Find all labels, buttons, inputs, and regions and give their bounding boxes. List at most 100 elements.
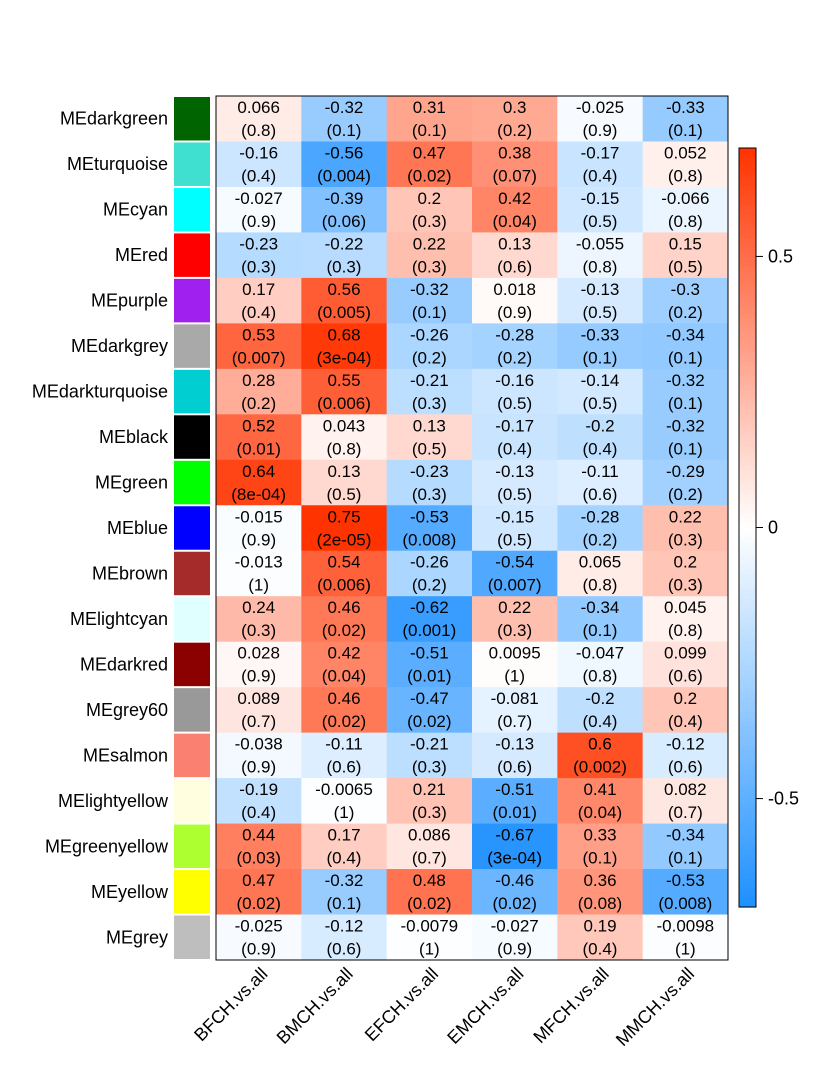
colorbar-segment — [739, 617, 756, 623]
heatmap-cell — [642, 323, 729, 370]
module-swatch-MEcyan — [174, 187, 210, 232]
heatmap-cell — [386, 550, 473, 597]
cell-correlation-label: 0.22 — [669, 507, 702, 526]
heatmap-cell — [557, 277, 644, 324]
cell-correlation-label: -0.12 — [666, 735, 705, 754]
cell-pvalue-label: (0.3) — [412, 758, 447, 777]
module-swatch-MEgreen — [174, 460, 210, 505]
cell-correlation-label: -0.2 — [585, 416, 614, 435]
cell-pvalue-label: (0.4) — [497, 439, 532, 458]
heatmap-cell — [642, 459, 729, 506]
heatmap-cell — [642, 186, 729, 233]
cell-pvalue-label: (0.5) — [583, 394, 618, 413]
colorbar-segment — [739, 323, 756, 329]
cell-pvalue-label: (0.2) — [497, 121, 532, 140]
column-label: MMCH.vs.all — [612, 964, 698, 1050]
heatmap-cell — [557, 869, 644, 916]
colorbar-segment — [739, 432, 756, 438]
colorbar-segment — [739, 370, 756, 377]
heatmap-cell — [472, 869, 558, 916]
cell-correlation-label: 0.045 — [664, 598, 707, 617]
colorbar-segment — [739, 589, 756, 595]
cell-correlation-label: -0.0079 — [400, 917, 458, 936]
cell-pvalue-label: (8e-04) — [231, 485, 286, 504]
colorbar-segment — [739, 665, 756, 671]
heatmap-cell — [386, 277, 473, 324]
module-swatch-MEgrey60 — [174, 688, 210, 732]
cell-correlation-label: -0.32 — [325, 871, 364, 890]
colorbar-segment — [739, 636, 756, 642]
cell-correlation-label: -0.3 — [671, 280, 700, 299]
colorbar-segment — [739, 755, 756, 761]
cell-correlation-label: 0.17 — [242, 280, 275, 299]
colorbar-segment — [739, 764, 756, 771]
heatmap-cell — [472, 596, 558, 643]
cell-pvalue-label: (0.1) — [327, 894, 362, 913]
heatmap-cell — [642, 823, 729, 870]
heatmap-cell — [557, 550, 644, 597]
colorbar-segment — [739, 522, 756, 529]
module-swatch-MEblack — [174, 415, 210, 459]
cell-pvalue-label: (1) — [248, 576, 269, 595]
heatmap-cell — [386, 823, 473, 870]
colorbar-segment — [739, 518, 756, 524]
cell-correlation-label: -0.13 — [495, 462, 534, 481]
cell-correlation-label: 0.42 — [498, 189, 531, 208]
cell-correlation-label: -0.16 — [239, 143, 278, 162]
cell-correlation-label: 0.018 — [493, 280, 536, 299]
cell-correlation-label: -0.055 — [576, 234, 624, 253]
heatmap-cell — [557, 323, 644, 370]
colorbar-segment — [739, 579, 756, 586]
colorbar-segment — [739, 793, 756, 799]
row-label-MElightyellow: MElightyellow — [58, 791, 169, 811]
cell-pvalue-label: (2e-05) — [317, 530, 372, 549]
heatmap-cell — [386, 96, 473, 142]
colorbar-segment — [739, 688, 756, 695]
cell-pvalue-label: (0.5) — [668, 257, 703, 276]
heatmap-cell — [472, 687, 558, 734]
colorbar-segment — [739, 541, 756, 548]
module-swatch-MEpurple — [174, 278, 210, 323]
colorbar-segment — [739, 555, 756, 562]
cell-correlation-label: -0.28 — [581, 507, 620, 526]
heatmap-cell — [472, 778, 558, 825]
module-swatch-MEturquoise — [174, 142, 210, 186]
cell-pvalue-label: (0.6) — [497, 257, 532, 276]
cell-correlation-label: -0.47 — [410, 689, 449, 708]
module-swatch-MEblue — [174, 506, 210, 550]
cell-pvalue-label: (0.008) — [402, 530, 456, 549]
heatmap-cell — [386, 186, 473, 233]
module-swatch-MEgreenyellow — [174, 824, 210, 869]
cell-correlation-label: 0.41 — [583, 780, 616, 799]
colorbar-segment — [739, 185, 756, 192]
colorbar-segment — [739, 717, 756, 723]
cell-pvalue-label: (0.02) — [236, 894, 280, 913]
cell-pvalue-label: (0.9) — [241, 530, 276, 549]
cell-pvalue-label: (0.9) — [241, 212, 276, 231]
colorbar-segment — [739, 204, 756, 211]
heatmap-cell — [472, 368, 558, 415]
heatmap-cell — [301, 323, 388, 370]
cell-pvalue-label: (0.5) — [497, 530, 532, 549]
cell-pvalue-label: (0.6) — [668, 758, 703, 777]
colorbar-segment — [739, 807, 756, 813]
module-color-swatches — [174, 97, 210, 959]
heatmap-cell — [642, 732, 729, 779]
row-label-MElightcyan: MElightcyan — [70, 609, 168, 629]
cell-pvalue-label: (0.07) — [492, 166, 536, 185]
heatmap-cell — [642, 687, 729, 734]
colorbar-segment — [739, 703, 756, 709]
cell-pvalue-label: (0.1) — [668, 348, 703, 367]
cell-pvalue-label: (0.02) — [492, 894, 536, 913]
colorbar-segment — [739, 342, 756, 348]
colorbar-segment — [739, 650, 756, 657]
cell-correlation-label: -0.32 — [325, 98, 364, 117]
colorbar-segment — [739, 461, 756, 467]
cell-correlation-label: 0.47 — [413, 143, 446, 162]
cell-correlation-label: -0.23 — [410, 462, 449, 481]
heatmap-cell — [301, 869, 388, 916]
module-swatch-MEred — [174, 233, 210, 277]
colorbar-segment — [739, 646, 756, 652]
heatmap-cell — [216, 914, 302, 961]
colorbar-segment — [739, 660, 756, 666]
